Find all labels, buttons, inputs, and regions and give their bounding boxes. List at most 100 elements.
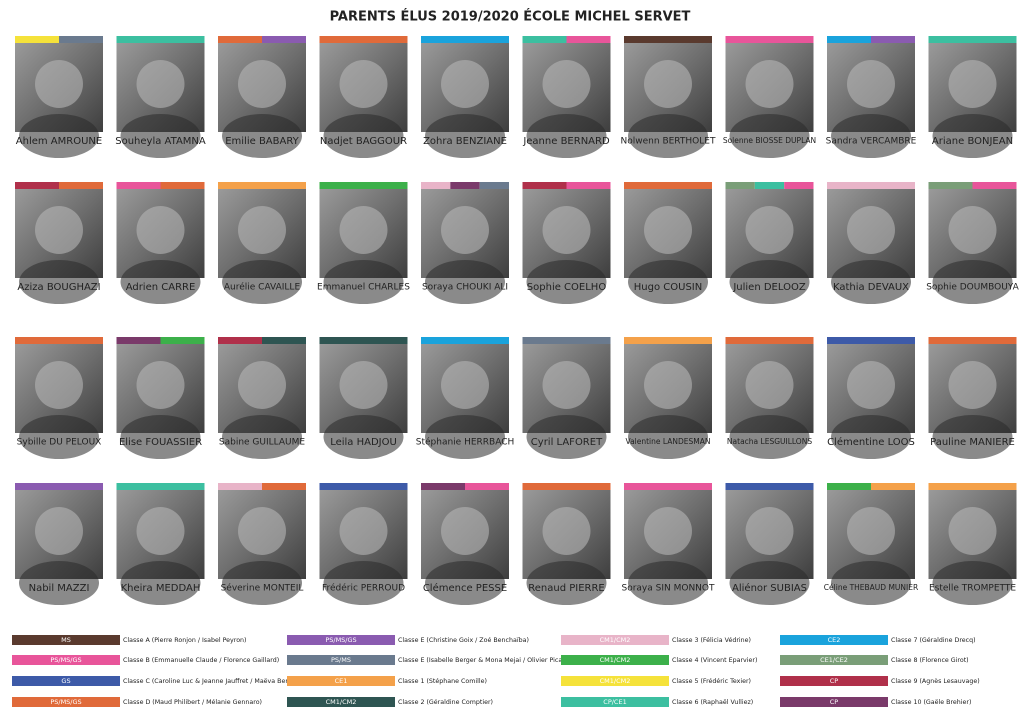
photo-face: [35, 507, 83, 555]
class-bar: [116, 337, 161, 344]
person-name: Soraya SIN MONNOT: [622, 584, 715, 594]
class-bar: [160, 337, 205, 344]
photo-shoulders: [526, 260, 607, 304]
legend-class: Classe 1 (Stéphane Comille): [398, 677, 487, 685]
legend-class: Classe 5 (Frédéric Texier): [672, 677, 751, 685]
person-name: Aurélie CAVAILLE: [224, 282, 301, 293]
person-name: Cyril LAFORET: [531, 437, 603, 448]
class-bar: [421, 182, 451, 189]
person-name: Sophie COELHO: [527, 282, 607, 293]
person-name: Ahlem AMROUNE: [16, 136, 102, 147]
person-name: Natacha LESGUILLONS: [727, 437, 812, 446]
photo-face: [745, 60, 794, 108]
photo-shoulders: [222, 415, 302, 459]
person-name: Sybille DU PELOUX: [17, 438, 102, 448]
legend-level: CE2: [828, 636, 841, 644]
person-name: Clémentine LOOS: [827, 436, 915, 448]
photo-shoulders: [932, 114, 1013, 158]
photo-shoulders: [222, 561, 302, 605]
photo-face: [441, 206, 489, 254]
legend-level: CM1/CM2: [600, 636, 631, 644]
photo-face: [238, 206, 286, 254]
class-bar: [15, 36, 59, 43]
person-name: Soraya CHOUKI ALI: [422, 283, 508, 293]
photo-face: [339, 507, 388, 555]
person-name: Pauline MANIERE: [930, 437, 1015, 448]
legend-level: GS: [61, 677, 70, 685]
class-bar: [59, 182, 103, 189]
legend-class: Classe 3 (Félicia Védrine): [672, 636, 751, 644]
legend-class: Classe 8 (Florence Girot): [891, 657, 969, 664]
photo-shoulders: [932, 561, 1013, 605]
person-name: Aliénor SUBIAS: [732, 582, 807, 594]
photo-face: [441, 60, 489, 108]
class-bar: [262, 337, 306, 344]
class-bar: [624, 36, 712, 43]
legend-swatch: [287, 676, 395, 686]
photo-face: [644, 361, 692, 409]
legend-class: Classe 9 (Agnès Lesauvage): [891, 677, 980, 685]
class-bar: [15, 483, 103, 490]
legend-class: Classe B (Emmanuelle Claude / Florence G…: [123, 657, 279, 664]
photo-shoulders: [323, 114, 404, 158]
photo-shoulders: [19, 114, 99, 158]
photo-face: [136, 60, 185, 108]
person-name: Nolwenn BERTHOLET: [621, 137, 716, 147]
photo-face: [948, 507, 997, 555]
title: PARENTS ÉLUS 2019/2020 ÉCOLE MICHEL SERV…: [330, 9, 691, 25]
class-bar: [421, 36, 509, 43]
legend-level: CM1/CM2: [600, 656, 631, 664]
class-bar: [160, 182, 205, 189]
person-name: Nadjet BAGGOUR: [320, 136, 407, 147]
person-name: Céline THEBAUD MUNIER: [824, 583, 918, 592]
photo-face: [136, 206, 185, 254]
photo-shoulders: [19, 561, 99, 605]
photo-face: [35, 60, 83, 108]
legend-swatch: [780, 635, 888, 645]
legend-class: Classe 6 (Raphaël Vulliez): [672, 699, 753, 706]
class-bar: [450, 182, 480, 189]
person-name: Souheyla ATAMNA: [115, 136, 206, 147]
class-bar: [465, 483, 509, 490]
photo-shoulders: [932, 260, 1013, 304]
legend-class: Classe E (Isabelle Berger & Mona Mejai /…: [398, 657, 571, 664]
legend-class: Classe E (Christine Goix / Zoé Benchaïba…: [398, 636, 529, 644]
class-bar: [319, 483, 408, 490]
photo-shoulders: [628, 114, 708, 158]
class-bar: [116, 182, 161, 189]
photo-face: [542, 507, 591, 555]
photo-shoulders: [831, 114, 911, 158]
legend-swatch: [561, 676, 669, 686]
class-bar: [421, 337, 509, 344]
photo-face: [847, 60, 895, 108]
class-bar: [972, 182, 1017, 189]
legend-swatch: [780, 697, 888, 707]
person-name: Estelle TROMPETTE: [929, 584, 1016, 594]
photo-shoulders: [425, 415, 505, 459]
photo-shoulders: [729, 260, 810, 304]
legend-level: PS/MS: [331, 656, 351, 664]
class-bar: [479, 182, 509, 189]
photo-face: [238, 361, 286, 409]
photo-shoulders: [222, 114, 302, 158]
photo-face: [542, 206, 591, 254]
class-bar: [218, 182, 306, 189]
photo-shoulders: [729, 114, 810, 158]
class-bar: [725, 36, 814, 43]
photo-face: [948, 60, 997, 108]
photo-face: [136, 361, 185, 409]
photo-shoulders: [729, 561, 810, 605]
class-bar: [116, 483, 205, 490]
legend-level: MS: [61, 636, 71, 644]
person-name: Jeanne BERNARD: [522, 136, 610, 147]
legend-swatch: [287, 635, 395, 645]
legend-swatch: [780, 676, 888, 686]
legend-swatch: [12, 635, 120, 645]
class-bar: [871, 36, 915, 43]
photo-face: [441, 361, 489, 409]
class-bar: [624, 182, 712, 189]
class-bar: [754, 182, 785, 189]
class-bar: [871, 483, 915, 490]
legend-swatch: [561, 655, 669, 665]
class-bar: [262, 483, 306, 490]
